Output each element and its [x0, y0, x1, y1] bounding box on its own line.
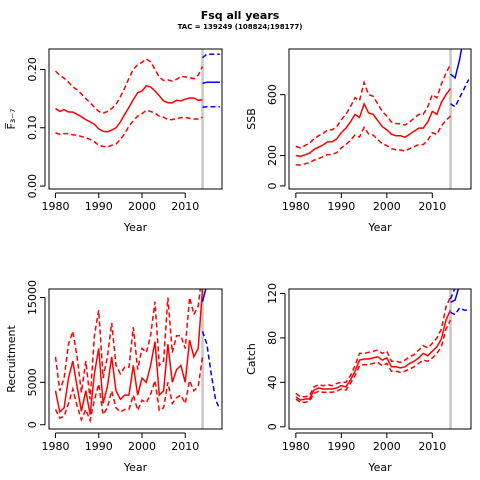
y-tick-label: 0.10: [26, 116, 39, 141]
plot-frame: [48, 48, 223, 190]
y-tick-label: 15000: [26, 280, 39, 315]
y-tick-label: 0: [26, 421, 39, 428]
plot-frame: [48, 288, 223, 430]
series-line-upper: [295, 296, 452, 398]
y-tick-label: 0: [266, 423, 279, 430]
x-tick-label: 2000: [373, 440, 401, 453]
x-axis-label: Year: [123, 461, 148, 474]
series-line-estimate: [295, 88, 452, 158]
plot-frame: [288, 288, 472, 430]
x-axis-label: Year: [367, 221, 392, 234]
x-tick-label: 1990: [327, 200, 355, 213]
projection-line-estimate: [450, 49, 463, 80]
y-tick-label: 200: [266, 145, 279, 166]
projection-line-lower: [201, 331, 221, 410]
x-tick-label: 1990: [85, 200, 113, 213]
figure-subtitle: TAC = 139249 (108824;198177): [177, 23, 303, 31]
x-axis-label: Year: [123, 221, 148, 234]
projection-line-lower: [450, 306, 469, 316]
x-tick-label: 1990: [327, 440, 355, 453]
series-line-upper: [54, 57, 204, 115]
figure-title: Fsq all years: [200, 9, 280, 22]
series-line-lower: [295, 319, 452, 404]
x-axis-label: Year: [367, 461, 392, 474]
x-tick-label: 1980: [41, 440, 69, 453]
series-group: [54, 272, 221, 424]
series-line-lower: [55, 109, 203, 148]
y-axis-label: F̅₃₋₇: [5, 109, 18, 130]
x-tick-label: 2000: [373, 200, 401, 213]
x-tick-label: 2000: [128, 200, 156, 213]
chart-panel-1: 1980 1990 2000 2010 Year 0.00 0.10 0.20 F̅₃₋₇: [5, 48, 223, 234]
series-line-estimate: [295, 309, 452, 401]
x-tick-label: 1990: [85, 440, 113, 453]
y-tick-label: 120: [266, 283, 279, 304]
x-tick-label: 2010: [418, 200, 446, 213]
series-line-lower: [295, 115, 452, 166]
y-tick-label: 0.20: [26, 57, 39, 82]
y-axis-label: Catch: [245, 343, 258, 375]
x-tick-label: 1980: [282, 200, 310, 213]
series-group: [295, 289, 469, 404]
plot-frame: [288, 48, 472, 190]
projection-line-lower: [450, 79, 470, 108]
x-tick-label: 2010: [171, 440, 199, 453]
y-tick-label: 0: [266, 182, 279, 189]
projection-line-upper: [450, 49, 452, 50]
series-line-upper: [54, 289, 202, 400]
y-tick-label: 600: [266, 84, 279, 105]
series-line-estimate: [54, 289, 204, 415]
series-line-lower: [54, 356, 204, 424]
chart-panel-2: 1980 1990 2000 2010 Year 0 200 600 SSB: [245, 48, 472, 234]
y-tick-label: 80: [266, 331, 279, 345]
projection-line-lower: [202, 105, 220, 109]
y-axis-label: SSB: [245, 108, 258, 130]
chart-panel-4: 1980 1990 2000 2010 Year 0 40 80 120 Catch: [245, 283, 472, 474]
series-line-estimate: [55, 84, 203, 133]
projection-line-upper: [449, 289, 456, 300]
x-tick-label: 1980: [282, 440, 310, 453]
projection-line-upper: [202, 53, 220, 59]
x-tick-label: 1980: [41, 200, 69, 213]
y-axis-label: Recruitment: [5, 325, 18, 393]
x-tick-label: 2000: [128, 440, 156, 453]
chart-panel-3: 1980 1990 2000 2010 Year 0 5000 15000 Recruitmen…: [5, 272, 223, 474]
y-tick-label: 5000: [26, 368, 39, 396]
projection-line-estimate: [202, 81, 220, 85]
x-tick-label: 2010: [418, 440, 446, 453]
projection-line-estimate: [201, 289, 207, 302]
x-tick-label: 2010: [171, 200, 199, 213]
series-line-upper: [295, 63, 452, 149]
y-tick-label: 0.00: [26, 174, 39, 199]
y-tick-label: 40: [266, 375, 279, 389]
projection-line-upper: [203, 272, 220, 281]
projection-line-estimate: [450, 289, 460, 303]
series-group: [295, 49, 470, 166]
series-group: [54, 53, 220, 148]
